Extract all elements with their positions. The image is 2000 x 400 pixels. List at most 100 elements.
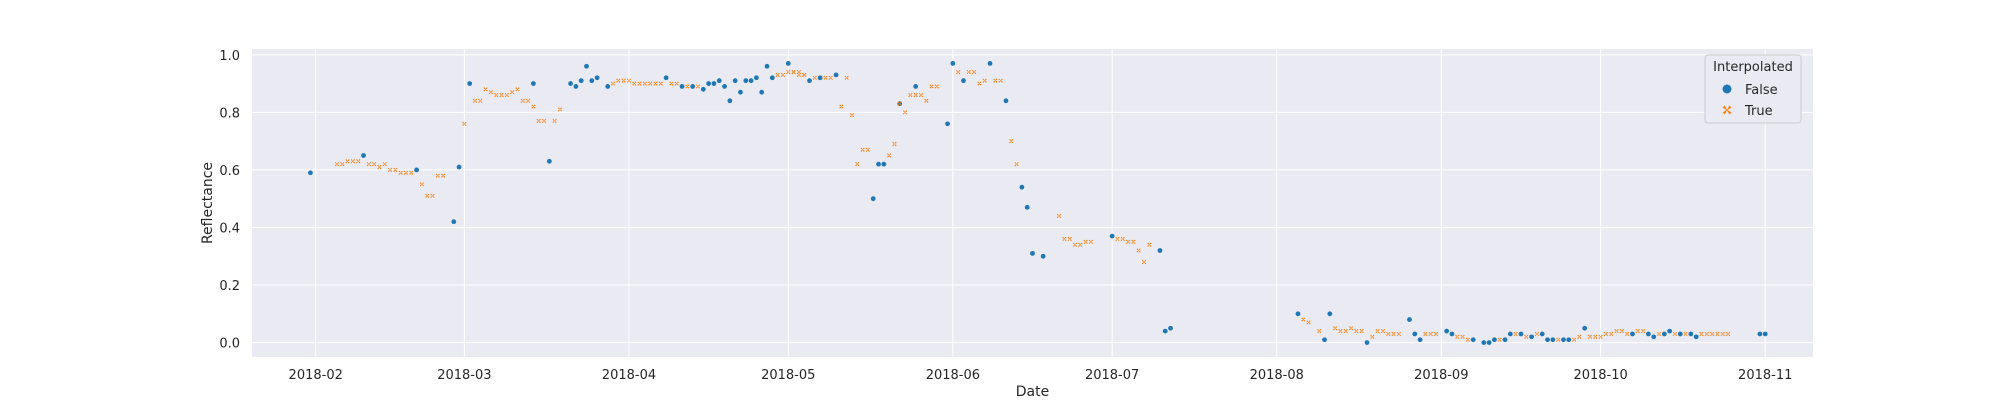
- data-point-true: [685, 84, 690, 89]
- data-point-true: [494, 92, 499, 98]
- data-point-true: [488, 89, 494, 95]
- data-point-false: [1646, 331, 1651, 337]
- data-point-true: [791, 69, 796, 75]
- legend-marker-false: [1722, 84, 1732, 94]
- data-point-true: [1656, 331, 1662, 337]
- data-point-false: [1688, 331, 1694, 337]
- data-point-true: [1704, 331, 1710, 337]
- data-point-true: [504, 92, 510, 98]
- data-point-true: [918, 92, 924, 98]
- data-point-false: [913, 84, 919, 89]
- data-point-true: [557, 107, 563, 112]
- data-point-false: [1024, 204, 1030, 210]
- data-point-true: [478, 98, 483, 104]
- data-point-false: [1529, 334, 1534, 340]
- data-point-true: [366, 161, 372, 167]
- data-point-false: [690, 84, 696, 89]
- data-point-true: [1396, 331, 1402, 337]
- data-point-true: [849, 113, 855, 118]
- data-point-true: [1391, 331, 1396, 337]
- grid: [252, 49, 1813, 357]
- data-point-true: [1370, 334, 1375, 340]
- data-point-true: [1672, 331, 1678, 337]
- data-point-true: [998, 78, 1003, 83]
- data-point-false: [722, 84, 727, 89]
- data-point-true: [653, 81, 658, 86]
- data-point-true: [1359, 328, 1364, 334]
- data-point-false: [1630, 331, 1635, 337]
- data-point-true: [371, 161, 377, 167]
- y-tick-label: 0.6: [219, 164, 240, 179]
- data-point-true: [775, 72, 780, 78]
- data-point-true: [1577, 334, 1582, 340]
- data-point-false: [1507, 331, 1513, 337]
- data-point-true: [419, 182, 425, 187]
- data-point-true: [1062, 236, 1067, 242]
- data-point-false: [467, 81, 473, 86]
- data-point-true: [1386, 331, 1391, 337]
- data-point-false: [881, 161, 887, 167]
- data-point-true: [648, 81, 653, 86]
- data-point-true: [1088, 239, 1094, 245]
- data-point-false: [573, 84, 579, 89]
- x-tick-label: 2018-06: [926, 368, 980, 383]
- data-point-false: [1412, 331, 1418, 337]
- plot-background: [252, 49, 1813, 357]
- data-point-true: [616, 78, 621, 83]
- x-tick-label: 2018-09: [1414, 368, 1468, 383]
- data-point-true: [1083, 239, 1088, 245]
- data-point-false: [1407, 317, 1412, 322]
- data-point-true: [440, 173, 446, 178]
- data-point-true: [499, 92, 504, 98]
- x-tick-label: 2018-08: [1250, 368, 1304, 383]
- data-point-true: [1354, 328, 1359, 334]
- y-tick-label: 1.0: [219, 49, 240, 64]
- y-tick-label: 0.4: [219, 221, 240, 236]
- data-point-true: [462, 121, 467, 127]
- data-point-true: [1603, 331, 1609, 337]
- data-point-true: [1056, 213, 1062, 219]
- data-point-true: [355, 159, 361, 164]
- data-point-true: [403, 170, 409, 175]
- data-point-false: [785, 60, 791, 66]
- data-point-true: [1120, 236, 1125, 242]
- data-point-false: [594, 75, 600, 81]
- data-point-true: [1078, 242, 1083, 247]
- data-point-false: [738, 89, 743, 95]
- data-point-false: [1566, 337, 1572, 343]
- data-point-true: [1699, 331, 1704, 337]
- data-point-false: [1582, 325, 1588, 331]
- data-point-true: [435, 173, 441, 178]
- data-point-false: [876, 161, 881, 167]
- x-axis-label: Date: [1016, 384, 1049, 400]
- data-point-true: [525, 98, 531, 104]
- data-point-true: [398, 170, 403, 175]
- data-point-true: [860, 147, 865, 152]
- data-point-true: [892, 141, 897, 147]
- data-point-false: [451, 219, 457, 225]
- data-point-true: [1460, 334, 1465, 340]
- data-point-true: [865, 147, 871, 152]
- data-point-false: [1757, 331, 1763, 337]
- data-point-true: [472, 98, 478, 104]
- data-point-false: [950, 60, 956, 66]
- data-point-true: [1534, 331, 1540, 337]
- data-point-true: [642, 81, 648, 86]
- data-point-false: [1295, 311, 1301, 317]
- data-point-false: [1109, 233, 1115, 239]
- x-tick-label: 2018-02: [289, 368, 343, 383]
- data-point-false: [1545, 337, 1550, 343]
- data-point-true: [1423, 331, 1428, 337]
- data-point-true: [796, 69, 802, 75]
- data-point-true: [1141, 259, 1147, 265]
- data-point-true: [1683, 331, 1688, 337]
- data-points: [308, 60, 1768, 346]
- data-point-true: [929, 84, 934, 89]
- data-point-true: [1125, 239, 1131, 245]
- x-axis-ticks: 2018-02 2018-03 2018-04 2018-05 2018-06 2018-…: [289, 368, 1793, 383]
- data-point-false: [1502, 337, 1508, 343]
- data-point-false: [759, 89, 765, 95]
- data-point-false: [1539, 331, 1545, 337]
- data-point-true: [1428, 331, 1433, 337]
- data-point-false: [308, 170, 313, 176]
